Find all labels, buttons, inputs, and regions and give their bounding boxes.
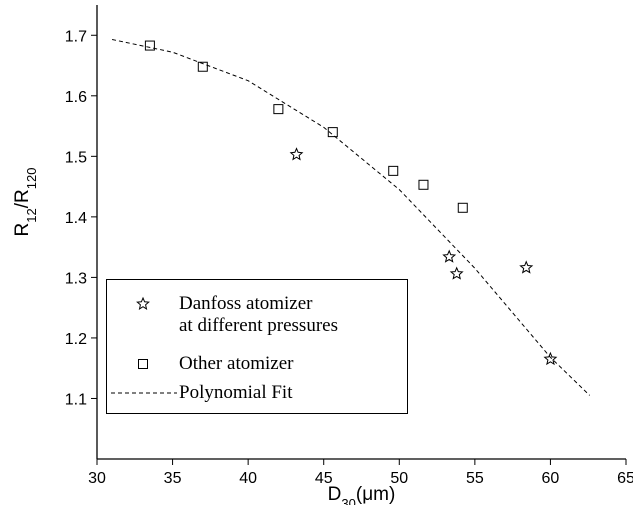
square-marker xyxy=(197,61,208,72)
star-marker xyxy=(543,351,558,366)
x-tick-label: 55 xyxy=(466,470,484,487)
y-axis-label-part: 120 xyxy=(24,168,39,190)
y-tick-label: 1.3 xyxy=(65,270,87,287)
legend-entry: Danfoss atomizer at different pressures xyxy=(107,293,338,337)
x-tick-label: 60 xyxy=(542,470,560,487)
star-marker xyxy=(519,260,534,274)
y-tick-label: 1.4 xyxy=(65,210,87,227)
x-tick-label: 45 xyxy=(315,470,333,487)
legend-symbol xyxy=(111,392,177,394)
x-tick-label: 50 xyxy=(390,470,408,487)
square-marker xyxy=(327,127,338,138)
star-marker xyxy=(136,296,150,310)
x-tick-label: 30 xyxy=(88,470,106,487)
y-tick-label: 1.6 xyxy=(65,89,87,106)
y-tick-label: 1.7 xyxy=(65,28,87,45)
square-marker xyxy=(457,202,468,213)
legend-label: Polynomial Fit xyxy=(179,382,293,403)
fit-line xyxy=(111,39,591,396)
star-marker xyxy=(449,266,464,280)
legend-symbol xyxy=(136,296,150,310)
x-axis-label-part: (μm) xyxy=(356,484,395,505)
x-tick-label: 40 xyxy=(239,470,257,487)
y-axis-label: R12/R120 xyxy=(12,168,39,237)
x-axis-label-part: D xyxy=(328,484,342,505)
x-axis-label: D30(μm) xyxy=(328,484,396,505)
square-marker xyxy=(273,104,284,115)
square-marker xyxy=(388,165,399,176)
legend-entry: Polynomial Fit xyxy=(107,382,293,404)
square-marker xyxy=(138,359,148,369)
y-tick-label: 1.2 xyxy=(65,331,87,348)
square-marker xyxy=(144,40,155,51)
y-axis-label-part: /R xyxy=(12,189,33,208)
x-tick-label: 65 xyxy=(617,470,633,487)
star-marker xyxy=(442,249,457,263)
legend-label: Other atomizer xyxy=(179,353,294,374)
x-axis-label-part: 30 xyxy=(341,496,355,505)
star-marker xyxy=(289,147,304,161)
legend-label: Danfoss atomizer at different pressures xyxy=(179,293,338,336)
y-axis-label-part: R xyxy=(12,223,33,237)
x-tick-label: 35 xyxy=(164,470,182,487)
legend-entry: Other atomizer xyxy=(107,353,293,375)
y-tick-label: 1.1 xyxy=(65,391,87,408)
square-marker xyxy=(418,179,429,190)
y-tick-label: 1.5 xyxy=(65,149,87,166)
y-axis-label-part: 12 xyxy=(24,208,39,222)
legend: Danfoss atomizer at different pressures O… xyxy=(106,279,408,414)
legend-symbol xyxy=(138,359,148,369)
